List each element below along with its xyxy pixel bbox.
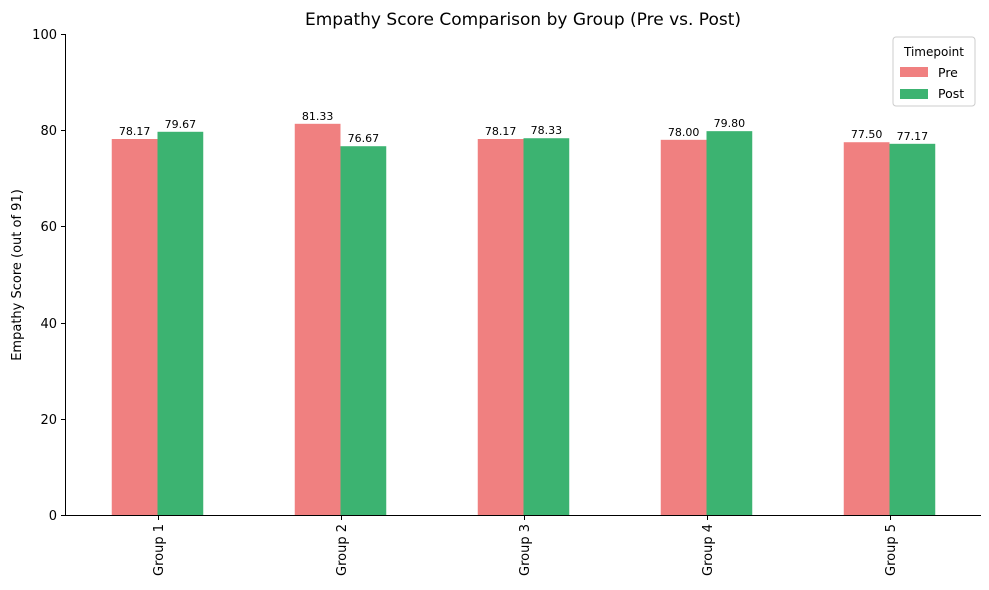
legend-swatch-post bbox=[900, 89, 928, 99]
data-labels-layer: 78.17 79.67 81.33 76.67 78.17 78.33 78.00 79.80… bbox=[119, 110, 928, 145]
chart-title: Empathy Score Comparison by Group (Pre v… bbox=[305, 10, 741, 30]
y-tick-label: 60 bbox=[40, 220, 57, 235]
legend-label-pre: Pre bbox=[938, 65, 958, 80]
legend-label-post: Post bbox=[938, 86, 964, 101]
y-ticks: 0 20 40 60 80 100 bbox=[32, 28, 66, 524]
y-tick-label: 80 bbox=[40, 124, 57, 139]
data-label-pre-5: 77.50 bbox=[851, 128, 883, 141]
data-label-post-2: 76.67 bbox=[348, 132, 380, 145]
bars-layer bbox=[111, 123, 936, 516]
y-tick-label: 40 bbox=[40, 317, 57, 332]
y-axis-label: Empathy Score (out of 91) bbox=[10, 189, 25, 361]
data-label-pre-1: 78.17 bbox=[119, 125, 151, 138]
bar-pre-1 bbox=[111, 139, 158, 515]
bar-pre-2 bbox=[294, 123, 341, 515]
y-tick-label: 100 bbox=[32, 28, 57, 43]
data-label-post-1: 79.67 bbox=[165, 118, 197, 131]
bar-pre-4 bbox=[660, 139, 707, 515]
data-label-pre-2: 81.33 bbox=[302, 110, 334, 123]
x-ticks: Group 1 Group 2 Group 3 Group 4 Group 5 bbox=[152, 515, 899, 576]
bar-pre-3 bbox=[477, 139, 524, 515]
data-label-pre-4: 78.00 bbox=[668, 126, 700, 139]
bar-post-2 bbox=[340, 146, 387, 516]
y-tick-label: 0 bbox=[49, 509, 57, 524]
data-label-post-3: 78.33 bbox=[531, 124, 563, 137]
bar-post-3 bbox=[523, 138, 570, 515]
data-label-post-5: 77.17 bbox=[897, 130, 929, 143]
bar-post-1 bbox=[157, 131, 204, 515]
data-label-post-4: 79.80 bbox=[714, 117, 746, 130]
bar-post-5 bbox=[889, 143, 936, 515]
legend-frame bbox=[892, 36, 976, 107]
legend-swatch-pre bbox=[900, 67, 928, 77]
y-tick-label: 20 bbox=[40, 413, 57, 428]
x-tick-label: Group 3 bbox=[518, 524, 533, 576]
data-label-pre-3: 78.17 bbox=[485, 125, 517, 138]
bar-post-4 bbox=[706, 131, 753, 516]
legend-title: Timepoint bbox=[903, 45, 964, 59]
legend: Timepoint Pre Post bbox=[892, 36, 976, 107]
x-tick-label: Group 5 bbox=[884, 524, 899, 576]
bar-pre-5 bbox=[843, 142, 890, 515]
x-tick-label: Group 4 bbox=[701, 524, 716, 576]
x-tick-label: Group 2 bbox=[335, 524, 350, 576]
x-tick-label: Group 1 bbox=[152, 524, 167, 576]
